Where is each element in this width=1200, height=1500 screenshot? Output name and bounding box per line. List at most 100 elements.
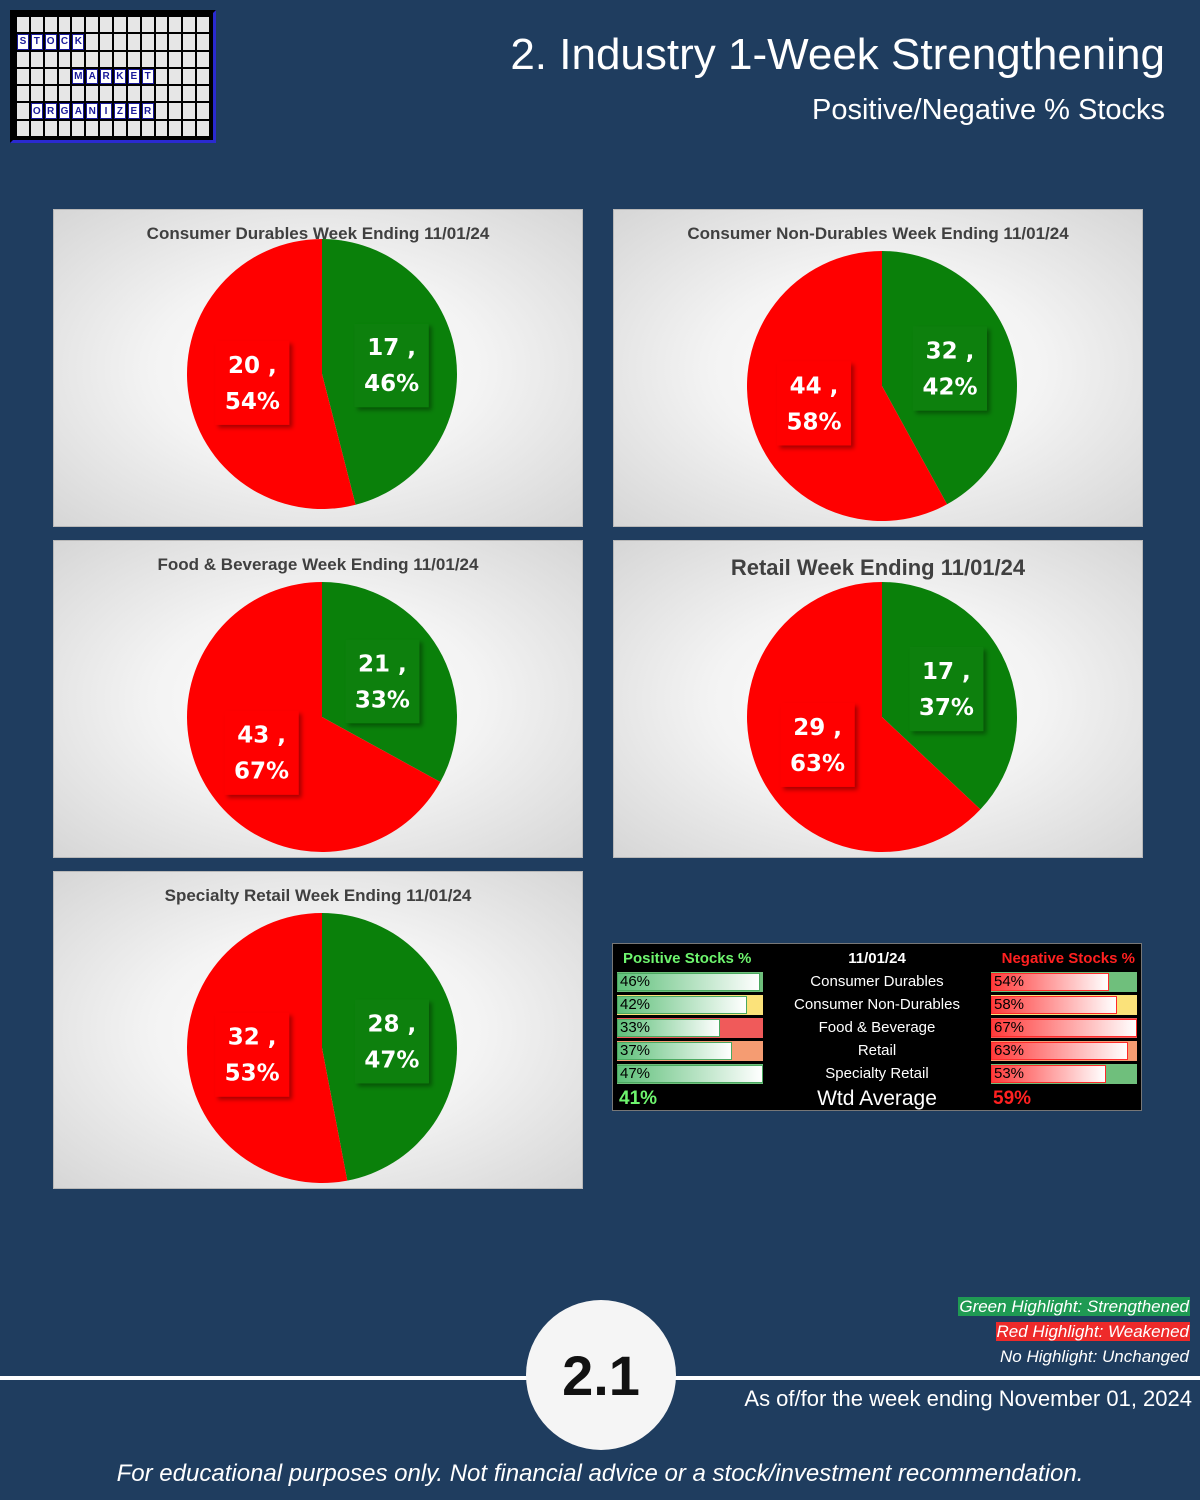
pie-label-positive: 17 , 46% xyxy=(354,323,429,408)
positive-databar xyxy=(617,1041,732,1060)
logo-blank-cell xyxy=(155,17,168,33)
logo-blank-cell xyxy=(17,68,29,85)
logo-blank-cell xyxy=(197,51,209,67)
logo-blank-cell xyxy=(155,103,168,119)
logo-blank-cell xyxy=(141,120,154,136)
logo-blank-cell xyxy=(86,120,99,136)
logo-blank-cell xyxy=(58,120,71,136)
positive-value: 37% xyxy=(620,1041,651,1059)
as-of-date: As of/for the week ending November 01, 2… xyxy=(744,1386,1192,1411)
logo-blank-cell xyxy=(100,86,112,102)
svg-text:42%: 42% xyxy=(922,375,977,401)
logo-blank-cell xyxy=(183,51,196,67)
svg-text:67%: 67% xyxy=(234,759,289,785)
logo-letter: I xyxy=(100,103,112,119)
logo-letter: M xyxy=(72,68,85,85)
logo-blank-cell xyxy=(183,68,196,85)
svg-text:43 ,: 43 , xyxy=(237,723,286,749)
positive-cell: 33% xyxy=(617,1017,763,1038)
logo-blank-cell xyxy=(17,86,29,102)
logo-blank-cell xyxy=(141,86,154,102)
logo-blank-cell xyxy=(58,68,71,85)
logo-blank-cell xyxy=(30,17,43,33)
pie-panel-food-beverage: Food & Beverage Week Ending 11/01/24 21 … xyxy=(53,540,583,858)
positive-value: 47% xyxy=(620,1064,651,1082)
negative-databar xyxy=(991,1041,1129,1060)
logo-letter: T xyxy=(30,34,43,50)
svg-text:54%: 54% xyxy=(225,389,280,415)
logo-letter: R xyxy=(44,103,57,119)
logo-blank-cell xyxy=(197,120,209,136)
svg-text:20 ,: 20 , xyxy=(228,353,277,379)
logo-blank-cell xyxy=(72,86,85,102)
logo-blank-cell xyxy=(127,34,140,50)
negative-databar xyxy=(991,972,1109,991)
logo-blank-cell xyxy=(169,51,182,67)
positive-value: 33% xyxy=(620,1018,651,1036)
logo-blank-cell xyxy=(127,51,140,67)
summary-row: 47% Specialty Retail 53% xyxy=(617,1062,1137,1085)
negative-cell: 54% xyxy=(991,971,1137,992)
positive-databar xyxy=(617,1064,763,1083)
pie-panel-consumer-non-durables: Consumer Non-Durables Week Ending 11/01/… xyxy=(613,209,1143,527)
svg-text:53%: 53% xyxy=(225,1061,280,1087)
logo-blank-cell xyxy=(183,86,196,102)
logo-letter: K xyxy=(72,34,85,50)
header-negative: Negative Stocks % xyxy=(1001,950,1135,967)
negative-databar xyxy=(991,1018,1137,1037)
logo-blank-cell xyxy=(100,34,112,50)
pie-title: Specialty Retail Week Ending 11/01/24 xyxy=(164,886,472,905)
svg-text:44 ,: 44 , xyxy=(790,373,839,399)
svg-text:46%: 46% xyxy=(364,371,419,397)
logo-blank-cell xyxy=(17,51,29,67)
logo-blank-cell xyxy=(30,68,43,85)
pie-title: Food & Beverage Week Ending 11/01/24 xyxy=(157,555,479,574)
svg-text:28 ,: 28 , xyxy=(368,1011,417,1037)
logo-letter: R xyxy=(100,68,112,85)
logo-letter: C xyxy=(58,34,71,50)
logo-blank-cell xyxy=(30,86,43,102)
pie-chart: 17 , 46% 20 , 54% xyxy=(187,239,458,509)
logo-blank-cell xyxy=(72,51,85,67)
logo-blank-cell xyxy=(44,86,57,102)
pie-panel-consumer-durables: Consumer Durables Week Ending 11/01/24 1… xyxy=(53,209,583,527)
positive-databar xyxy=(617,995,748,1014)
logo-blank-cell xyxy=(113,17,126,33)
positive-value: 46% xyxy=(620,972,651,990)
summary-row: 46% Consumer Durables 54% xyxy=(617,970,1137,993)
svg-text:17 ,: 17 , xyxy=(367,335,416,361)
positive-databar xyxy=(617,1018,720,1037)
logo-blank-cell xyxy=(44,120,57,136)
logo-blank-cell xyxy=(197,103,209,119)
logo-blank-cell xyxy=(30,120,43,136)
svg-text:32 ,: 32 , xyxy=(926,339,975,365)
industry-name: Specialty Retail xyxy=(825,1065,929,1082)
svg-text:21 ,: 21 , xyxy=(358,651,407,677)
pie-chart: 17 , 37% 29 , 63% xyxy=(747,582,1017,852)
logo-blank-cell xyxy=(100,17,112,33)
negative-value: 67% xyxy=(994,1018,1025,1036)
highlight-legend: Green Highlight: Strengthened Red Highli… xyxy=(958,1297,1190,1372)
pie-label-positive: 28 , 47% xyxy=(354,999,429,1084)
logo-letter: Z xyxy=(113,103,126,119)
negative-value: 63% xyxy=(994,1041,1025,1059)
negative-cell: 58% xyxy=(991,994,1137,1015)
logo-blank-cell xyxy=(72,17,85,33)
logo-blank-cell xyxy=(197,34,209,50)
industry-name: Retail xyxy=(857,1042,897,1059)
positive-cell: 37% xyxy=(617,1040,763,1061)
legend-green: Green Highlight: Strengthened xyxy=(958,1297,1190,1316)
pie-chart: 21 , 33% 43 , 67% xyxy=(186,582,457,852)
logo-letter: R xyxy=(141,103,154,119)
svg-text:58%: 58% xyxy=(786,409,841,435)
logo-blank-cell xyxy=(44,51,57,67)
pie-label-negative: 44 , 58% xyxy=(777,361,852,446)
logo-blank-cell xyxy=(86,17,99,33)
industry-name: Food & Beverage xyxy=(818,1019,936,1036)
logo-letter: O xyxy=(44,34,57,50)
logo-blank-cell xyxy=(30,51,43,67)
logo-blank-cell xyxy=(113,34,126,50)
logo-blank-cell xyxy=(86,34,99,50)
negative-databar xyxy=(991,1064,1107,1083)
